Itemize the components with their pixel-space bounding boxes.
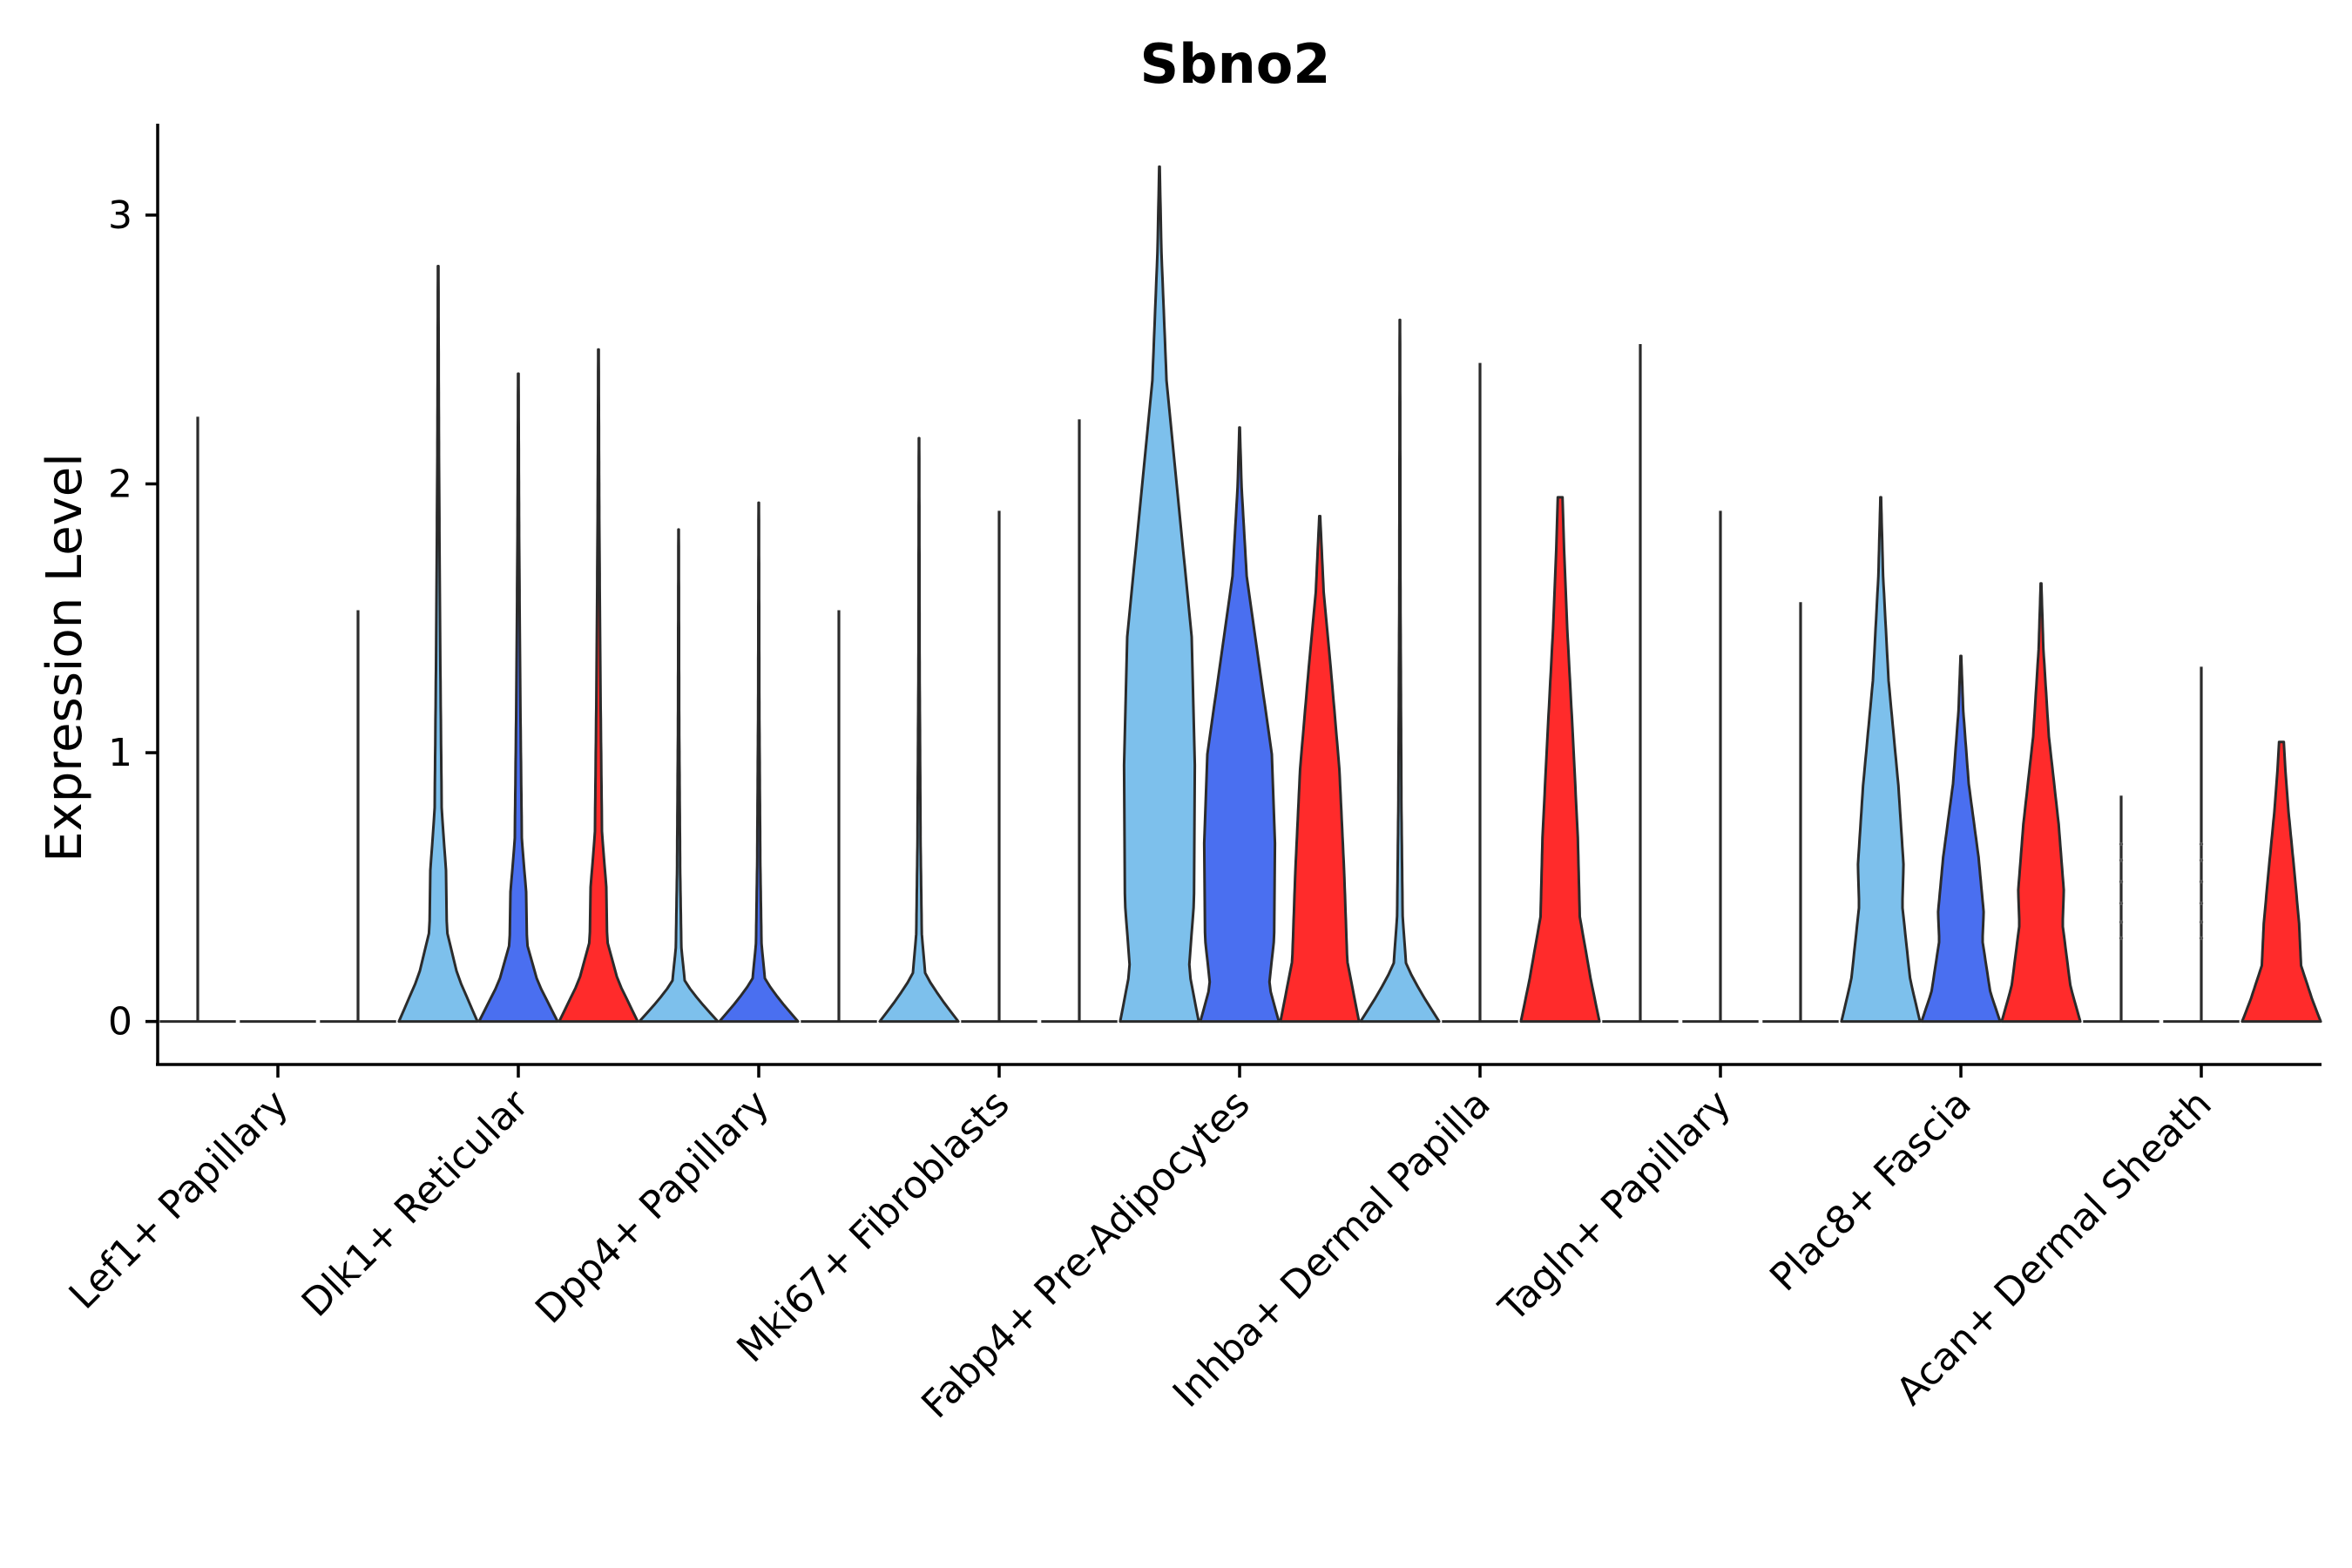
outlier-dot (2119, 920, 2124, 924)
y-ticks: 0 1 2 3 (108, 193, 158, 1044)
outlier-dot (2119, 936, 2124, 941)
violin-1-group3 (320, 610, 396, 1024)
x-tick-label: Lef1+ Papillary (61, 1082, 297, 1318)
violin-3-group3 (801, 610, 877, 1024)
outlier-dot (2119, 841, 2124, 847)
violin-4-group2 (961, 510, 1037, 1024)
violin-6-group3 (1519, 496, 1601, 1024)
y-tick-label: 0 (108, 1000, 132, 1044)
violin-shape (477, 372, 559, 1024)
violin-8-group2 (1920, 654, 2002, 1024)
chart-title: Sbno2 (1140, 32, 1331, 96)
violin-9-group1 (2083, 795, 2159, 1024)
outlier-dot (2119, 901, 2124, 906)
violin-shape (1279, 515, 1361, 1024)
outlier-dot (2119, 858, 2124, 862)
violin-6-group2 (1442, 362, 1518, 1024)
violin-shape (1119, 165, 1200, 1024)
x-tick-label: Tagln+ Papillary (1490, 1082, 1740, 1331)
y-tick-label: 1 (108, 731, 132, 775)
violin-5-group3 (1279, 515, 1361, 1024)
violin-3-group1 (638, 528, 720, 1024)
violin-8-group1 (1840, 496, 1922, 1024)
outlier-dot (2119, 880, 2124, 884)
outlier-dot (2199, 841, 2204, 847)
violin-shape (878, 436, 960, 1024)
violin-8-group3 (2000, 582, 2082, 1024)
violin-2-group1 (397, 265, 479, 1024)
violin-6-group1 (1359, 318, 1441, 1024)
outlier-dot (2199, 936, 2204, 941)
x-tick-label: Dlk1+ Reticular (294, 1081, 538, 1326)
violin-shape (1840, 496, 1922, 1024)
violin-shape (1199, 426, 1281, 1024)
violin-7-group3 (1762, 602, 1839, 1024)
violin-2-group2 (477, 372, 559, 1024)
violin-9-group3 (2240, 740, 2322, 1024)
violin-5-group2 (1199, 426, 1281, 1024)
violin-9-group2 (2163, 666, 2240, 1024)
violin-1-group1 (159, 416, 236, 1024)
x-tick-label: Dpp4+ Papillary (527, 1082, 778, 1333)
violin-shape (1920, 654, 2002, 1024)
x-tick-label: Mki67+ Fibroblasts (728, 1082, 1017, 1371)
violin-7-group1 (1602, 344, 1679, 1024)
y-tick-label: 2 (108, 462, 132, 506)
y-tick-label: 3 (108, 193, 132, 238)
violin-shape (558, 348, 639, 1024)
outlier-dot (2199, 880, 2204, 884)
violin-5-group1 (1119, 165, 1200, 1024)
violin-shape (2240, 740, 2322, 1024)
x-tick-label: Plac8+ Fascia (1761, 1082, 1980, 1301)
violin-shape (718, 501, 800, 1024)
violin-4-group3 (1041, 419, 1118, 1024)
violin-2-group3 (558, 348, 639, 1024)
violin-shape (638, 528, 720, 1024)
violin-7-group2 (1682, 510, 1759, 1024)
violins-layer (159, 165, 2322, 1024)
violin-shape (1519, 496, 1601, 1024)
outlier-dot (2199, 858, 2204, 862)
violin-3-group2 (718, 501, 800, 1024)
violin-shape (1359, 318, 1441, 1024)
outlier-dot (2199, 901, 2204, 906)
violin-shape (397, 265, 479, 1024)
violin-shape (2000, 582, 2082, 1024)
violin-4-group1 (878, 436, 960, 1024)
y-axis-label: Expression Level (37, 453, 93, 862)
outlier-dot (2199, 920, 2204, 924)
